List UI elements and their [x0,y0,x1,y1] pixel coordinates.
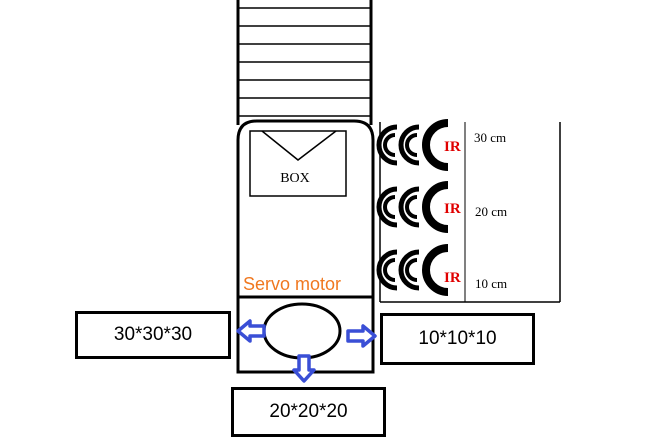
left-arrow-icon [236,319,266,343]
output-bin-left: 30*30*30 [75,311,231,359]
distance-label: 30 cm [474,130,506,145]
output-bin-right: 10*10*10 [380,313,535,365]
ir-sensor-row: IR 30 cm [379,119,506,171]
ir-label: IR [444,201,461,217]
servo-motor-icon [262,302,342,360]
box-label: BOX [280,171,310,186]
distance-label: 20 cm [475,204,507,219]
right-arrow-icon [346,324,377,348]
box-icon: BOX [249,130,347,197]
distance-label: 10 cm [475,276,507,291]
ir-sensor-row: IR 10 cm [379,244,507,296]
output-bin-bottom: 20*20*20 [231,387,386,437]
ir-label: IR [444,139,461,155]
down-arrow-icon [292,354,316,383]
chute-body [236,119,375,374]
servo-motor-label: Servo motor [243,274,341,294]
ir-sensor-row: IR 20 cm [379,181,507,233]
ir-label: IR [444,270,461,286]
conveyor-belt [236,0,373,125]
